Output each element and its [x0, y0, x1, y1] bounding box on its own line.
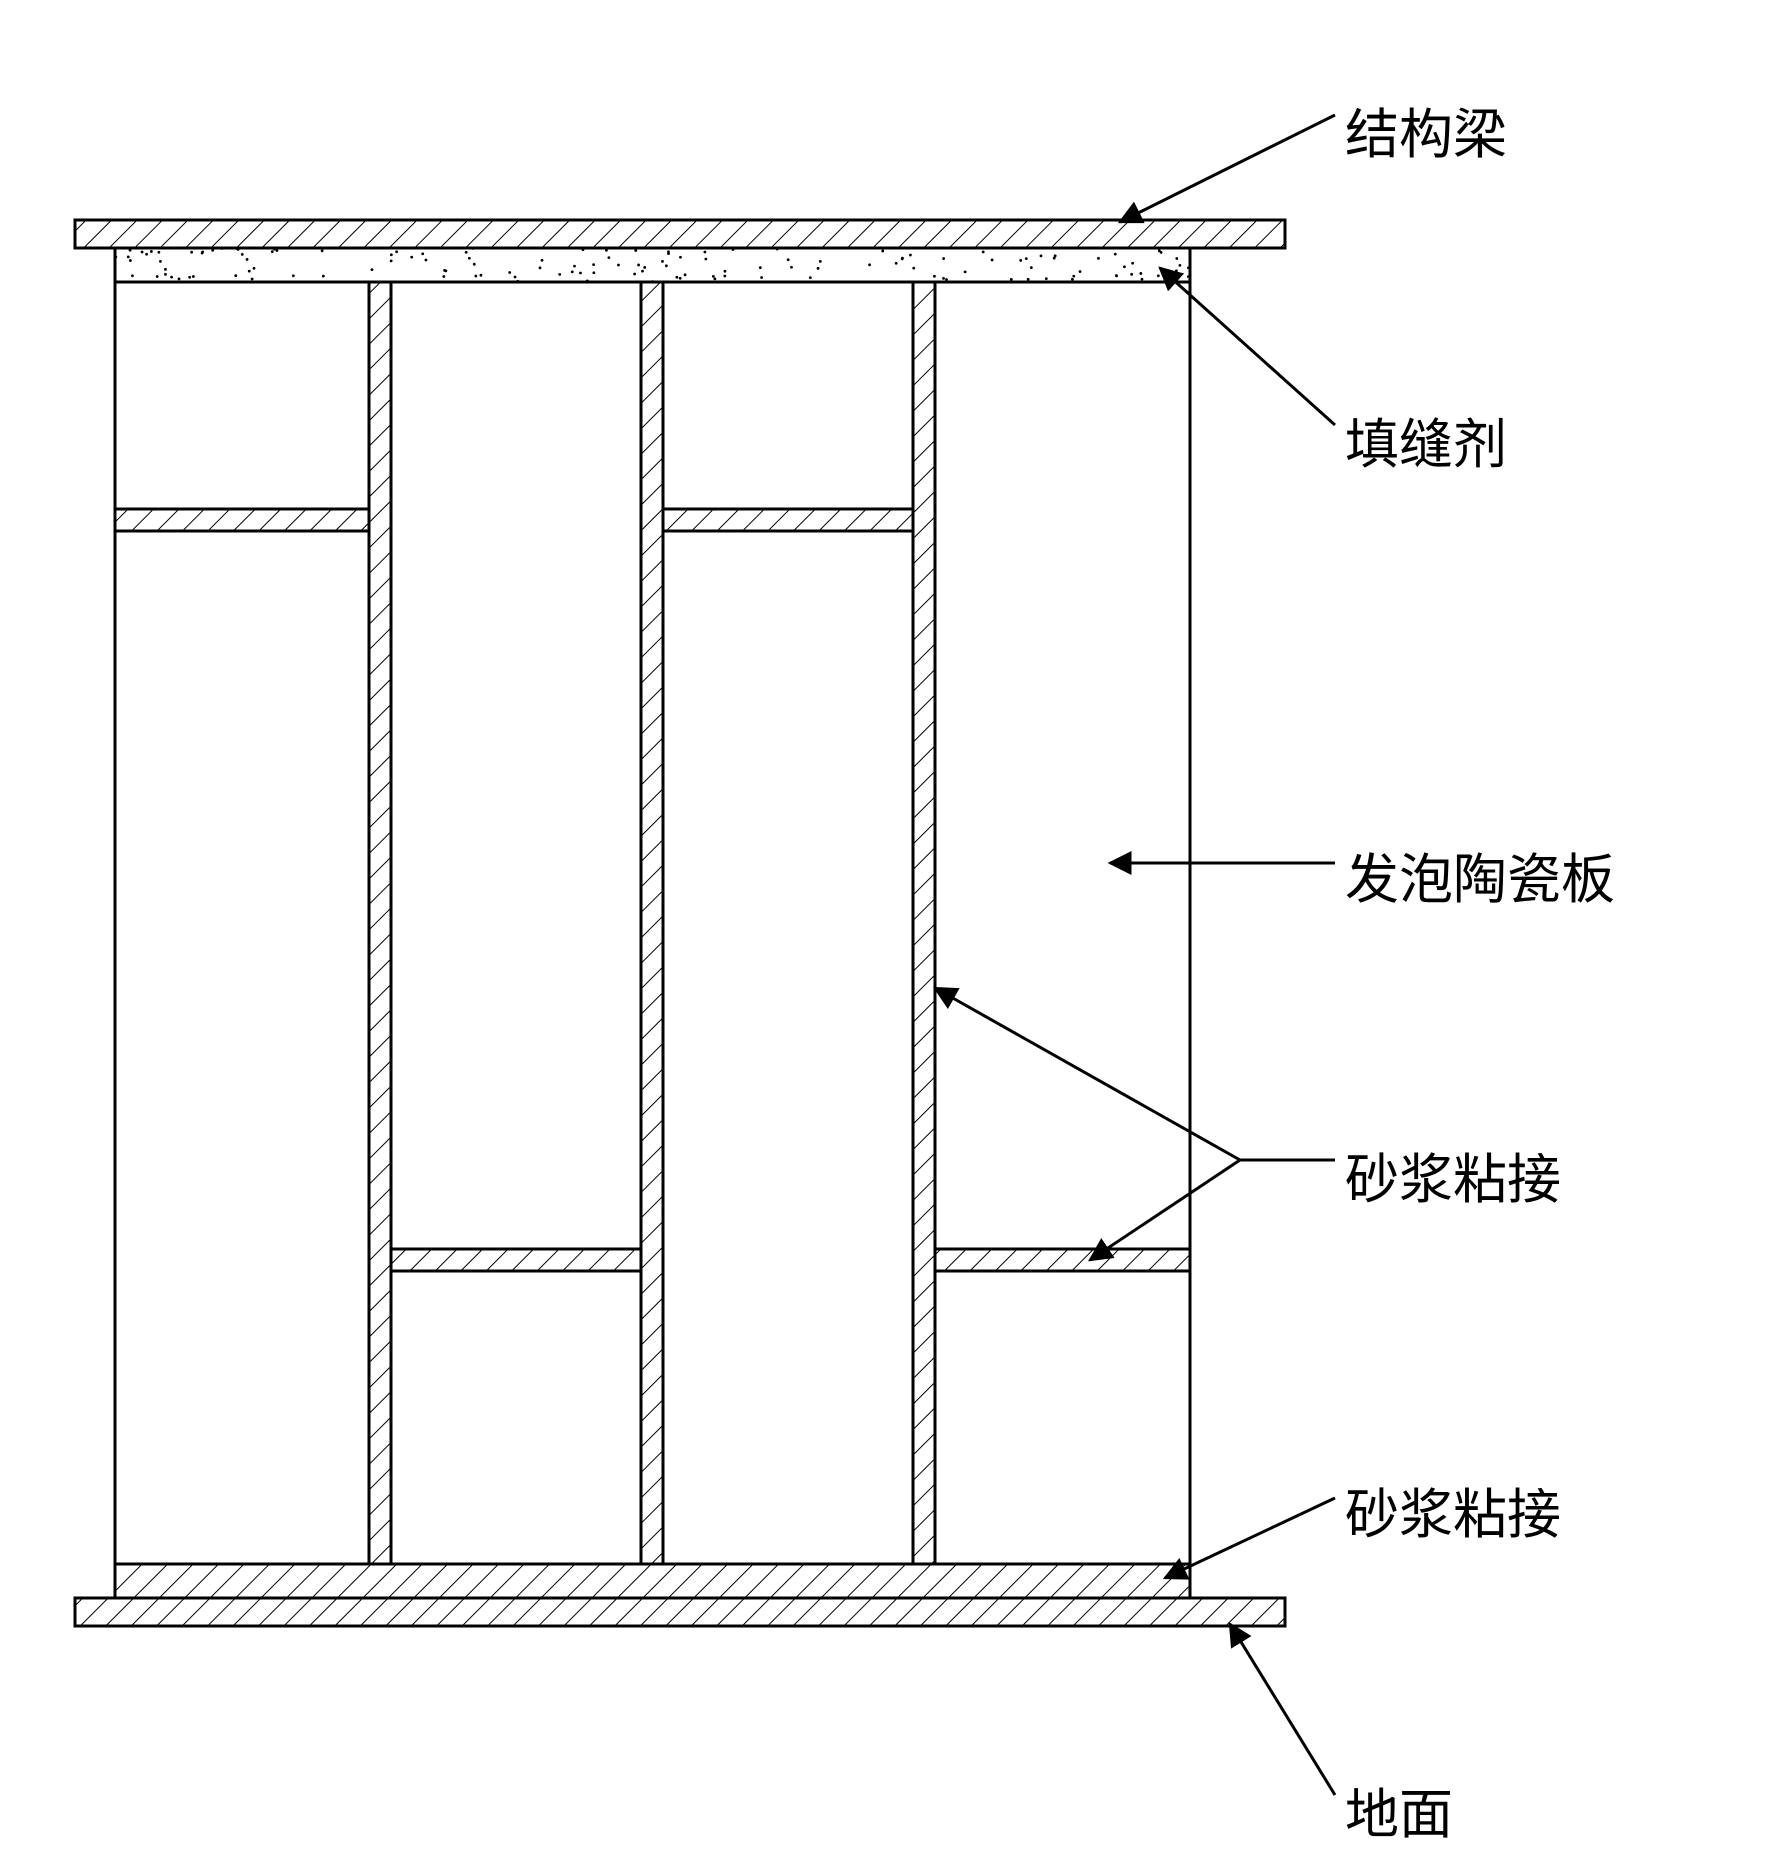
label-mortar-joint: 砂浆粘接 — [1345, 1135, 1561, 1214]
label-filler: 填缝剂 — [1345, 400, 1507, 479]
label-panel: 发泡陶瓷板 — [1345, 835, 1615, 914]
label-mortar-bottom: 砂浆粘接 — [1345, 1470, 1561, 1549]
diagram-canvas — [0, 0, 1770, 1861]
label-ground: 地面 — [1345, 1770, 1453, 1849]
label-beam: 结构梁 — [1345, 90, 1507, 169]
